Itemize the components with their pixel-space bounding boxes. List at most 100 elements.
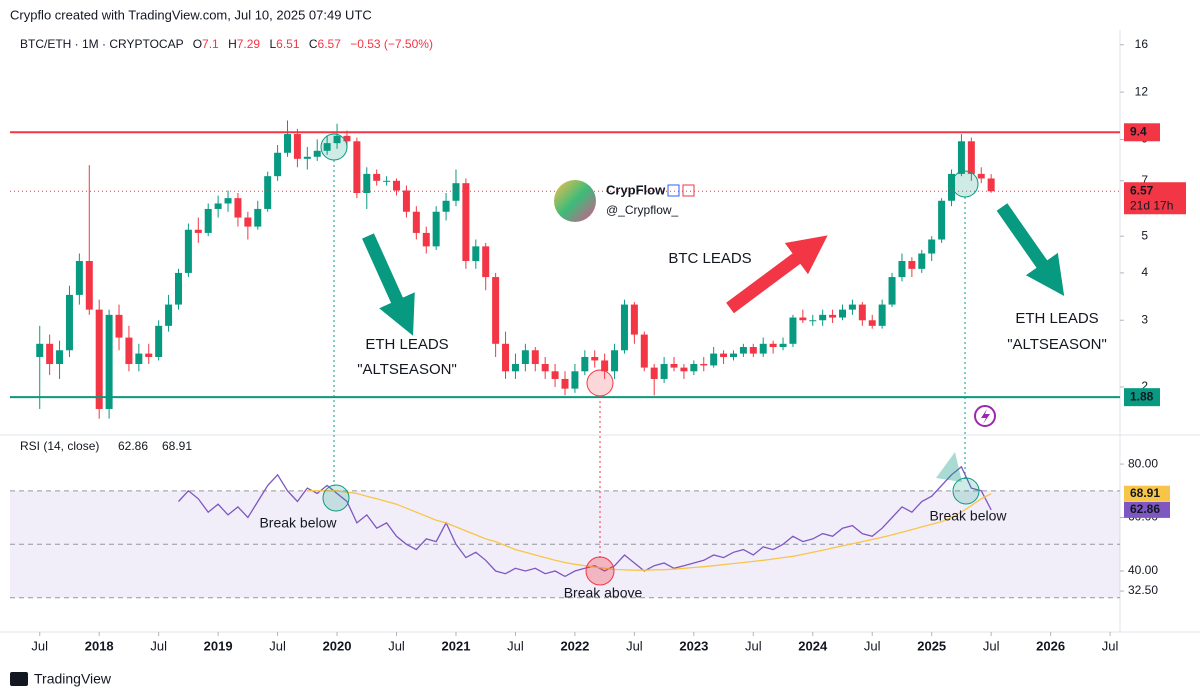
highlight-circle — [586, 369, 614, 397]
x-tick-label: Jul — [1102, 638, 1119, 653]
x-tick-label: 2019 — [204, 638, 233, 653]
candle-body — [541, 363, 549, 372]
annotation: BTC LEADS — [668, 250, 751, 267]
candle-body — [442, 200, 450, 212]
x-tick-label: Jul — [269, 638, 286, 653]
x-tick-label: 2018 — [85, 638, 114, 653]
candle-body — [224, 198, 232, 204]
y-tick-label: 3 — [1141, 312, 1148, 326]
candle-body — [531, 350, 539, 364]
highlight-circle — [585, 556, 615, 586]
candle-body — [620, 304, 628, 351]
price-label: 1.88 — [1130, 389, 1154, 403]
candle-body — [967, 141, 975, 174]
rsi-line — [307, 490, 992, 571]
watermark-name: CrypFlow — [606, 182, 666, 197]
candle-body — [601, 360, 609, 372]
logo — [10, 672, 28, 686]
highlight-circle — [951, 170, 979, 198]
candle-body — [323, 143, 331, 151]
candle-body — [720, 353, 728, 357]
candle-body — [174, 272, 182, 305]
y-tick-label: 40.00 — [1128, 563, 1158, 577]
x-tick-label: 2022 — [560, 638, 589, 653]
candle-body — [650, 367, 658, 379]
candle-body — [581, 356, 589, 372]
candle-body — [105, 314, 113, 409]
candle-body — [95, 309, 103, 409]
candle-body — [670, 363, 678, 368]
candle-body — [561, 378, 569, 389]
y-tick-label: 5 — [1141, 228, 1148, 242]
candle-body — [938, 200, 946, 240]
layout — [0, 30, 1200, 633]
price-label: 68.91 — [1130, 486, 1160, 500]
candle-body — [710, 353, 718, 366]
ohlc-label: O — [193, 37, 202, 51]
candle-body — [640, 334, 648, 368]
rsi-line — [178, 465, 992, 578]
icon — [974, 405, 996, 427]
candle-body — [452, 183, 460, 201]
candle-body — [898, 261, 906, 278]
arrow — [726, 235, 828, 314]
price-label-box — [1124, 388, 1160, 407]
change: −0.53 (−7.50%) — [350, 37, 433, 51]
candle-body — [769, 343, 777, 348]
candle-body — [551, 371, 559, 379]
candle-body — [303, 156, 311, 159]
x-tick-label: 2021 — [442, 638, 471, 653]
candle-body — [65, 294, 73, 351]
candle-body — [244, 217, 252, 227]
candle-body — [948, 173, 956, 201]
x-tick-label: Jul — [150, 638, 167, 653]
candle-body — [383, 180, 391, 182]
x-tick-label: Jul — [745, 638, 762, 653]
price-label: 62.86 — [1130, 502, 1160, 516]
ohlc-label: L — [269, 37, 276, 51]
x-tick-label: 2024 — [798, 638, 828, 653]
countdown: 21d 17h — [1130, 198, 1173, 212]
price-label-box — [1124, 501, 1170, 518]
rsi-legend-value: 68.91 — [162, 439, 192, 453]
annotation: Break above — [564, 585, 643, 601]
candle-body — [472, 246, 480, 262]
candle-body — [749, 347, 757, 354]
candle-body — [373, 173, 381, 181]
candle-body — [611, 350, 619, 372]
icon — [981, 409, 990, 424]
y-tick-label: 16 — [1135, 37, 1149, 51]
candle-body — [957, 141, 965, 174]
symbol: BTC/ETH · 1M · CRYPTOCAP — [20, 37, 184, 51]
ohlc-value: 7.1 — [202, 37, 219, 51]
candle-body — [56, 350, 64, 364]
candle-body — [145, 353, 153, 357]
candle-body — [393, 180, 401, 191]
watermark-handle: @_Crypflow_ — [606, 203, 679, 217]
candle-body — [700, 363, 708, 366]
ohlc-value: 6.51 — [276, 37, 300, 51]
rsi-title: RSI (14, close) — [20, 439, 99, 453]
price-label: 9.4 — [1130, 124, 1147, 138]
rsi-legend: RSI (14, close) 62.86 68.91 — [20, 439, 192, 453]
candle-body — [888, 277, 896, 305]
x-tick-label: 2023 — [679, 638, 708, 653]
x-tick-label: 2026 — [1036, 638, 1065, 653]
y-tick-label: 2 — [1141, 379, 1148, 393]
annotation: ETH LEADS — [365, 336, 448, 353]
symbol-info: BTC/ETH · 1M · CRYPTOCAP O7.1 H7.29 L6.5… — [20, 37, 433, 51]
candle-body — [85, 261, 93, 310]
candle-body — [165, 304, 173, 326]
x-tick-label: Jul — [507, 638, 524, 653]
candle-body — [511, 363, 519, 372]
candle-body — [75, 261, 83, 295]
candle-body — [204, 208, 212, 233]
candle-body — [155, 325, 163, 357]
candle-body — [729, 353, 737, 357]
candle-body — [878, 304, 886, 326]
byline: Crypflo created with TradingView.com, Ju… — [10, 7, 372, 22]
footer: TradingView — [34, 671, 112, 687]
candle-body — [135, 353, 143, 364]
candle-body — [819, 314, 827, 321]
